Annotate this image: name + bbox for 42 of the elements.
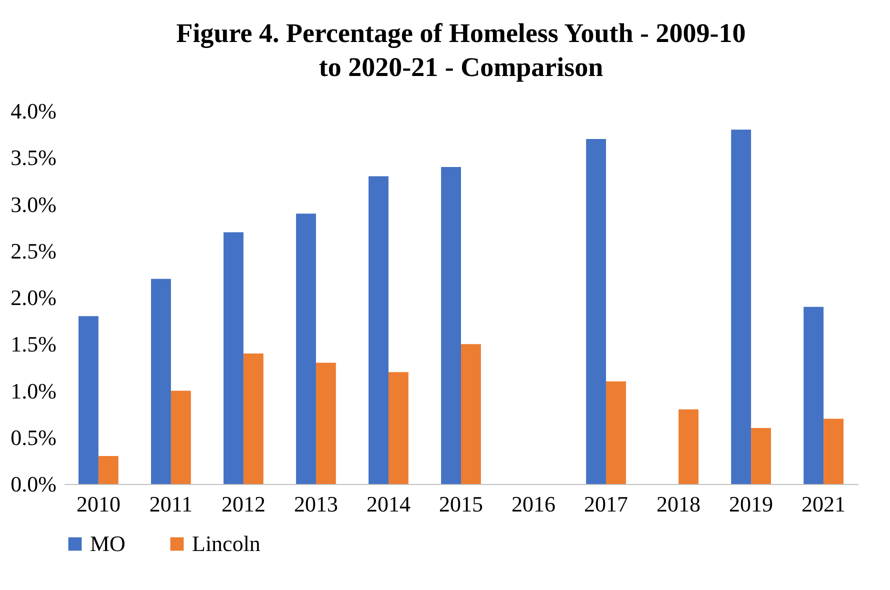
bar [731,130,752,484]
x-tick-label: 2016 [512,492,556,516]
bar [678,409,698,484]
chart-title: Figure 4. Percentage of Homeless Youth - 2009-10 to 2020-21 - Comparison [176,18,746,82]
x-tick-label: 2011 [149,492,193,516]
x-tick-label: 2018 [656,492,701,516]
x-tick-label: 2021 [802,492,846,516]
y-tick-label: 0.0% [10,472,56,496]
x-tick-label: 2017 [584,492,628,516]
bar [441,166,461,484]
x-tick-label: 2013 [294,492,338,516]
y-tick-label: 2.0% [10,285,56,310]
bar [751,428,771,484]
y-tick-label: 3.0% [10,192,56,217]
x-tick-label: 2012 [221,492,266,516]
bar [78,316,98,484]
y-tick-label: 1.5% [10,332,56,357]
y-tick-label: 0.5% [10,424,56,450]
bar [316,362,336,484]
bar [368,176,388,484]
y-tick-label: 1.0% [10,378,56,404]
bar [296,214,316,484]
bar [461,344,481,484]
y-tick-label: 2.5% [10,238,56,264]
x-tick-label: 2010 [76,492,120,516]
y-tick-label: 3.5% [10,145,56,170]
x-tick-label: 2015 [439,492,483,516]
bar [98,456,118,484]
legend-label: MO [90,531,126,556]
x-tick-label: 2019 [729,492,774,516]
bar [388,372,408,484]
x-tick-label: 2014 [366,492,410,516]
bar [151,278,171,484]
bar [170,390,191,484]
bar [243,353,264,484]
bar [824,418,844,484]
y-tick-label: 4.0% [10,98,56,124]
bar [586,138,606,484]
legend-label: Lincoln [192,531,260,556]
bar [804,306,824,484]
bar [224,232,244,484]
bar [606,381,626,484]
